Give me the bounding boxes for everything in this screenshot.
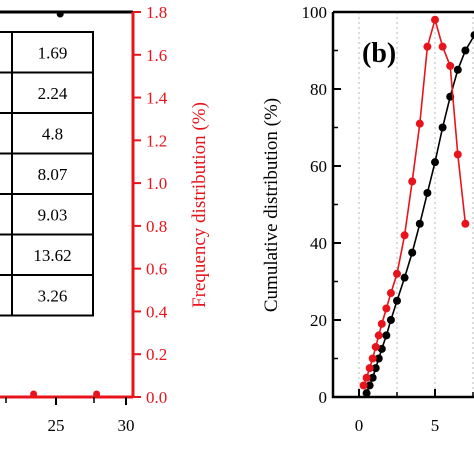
red-series bbox=[359, 15, 470, 390]
data-point bbox=[423, 42, 432, 51]
data-point bbox=[386, 289, 395, 298]
red-data-point bbox=[93, 390, 101, 398]
table-cell: 1.69 bbox=[38, 43, 68, 62]
x-tick-label: 25 bbox=[48, 416, 65, 435]
data-point bbox=[362, 373, 371, 382]
black-series bbox=[362, 31, 474, 398]
series-line bbox=[365, 34, 474, 394]
data-point bbox=[359, 381, 368, 390]
table-cell: 8.07 bbox=[38, 165, 68, 184]
data-point bbox=[461, 219, 470, 228]
data-point bbox=[431, 15, 439, 24]
series-line bbox=[362, 16, 467, 386]
right-y-tick-label: 0.4 bbox=[146, 302, 168, 321]
data-point bbox=[371, 342, 380, 351]
table-cell: 13.62 bbox=[33, 246, 71, 265]
data-point bbox=[408, 248, 417, 257]
data-table: 1.69 2.24 4.8 8.07 9.03 13.62 3.26 bbox=[0, 31, 94, 317]
right-y-tick-label: 0.0 bbox=[146, 388, 167, 407]
y-tick-label: 20 bbox=[310, 311, 327, 330]
panel-a: 1.69 2.24 4.8 8.07 9.03 13.62 3.26 25 30 0.0 0.2… bbox=[0, 3, 210, 435]
panel-b-y-ticks: 0 20 40 60 80 100 bbox=[302, 3, 341, 407]
panel-b-label: (b) bbox=[362, 38, 396, 69]
right-y-tick-label: 1.4 bbox=[146, 89, 168, 108]
data-point bbox=[400, 273, 409, 282]
panel-a-x-ticks: 25 30 bbox=[5, 397, 135, 435]
data-point bbox=[453, 150, 462, 159]
table-border bbox=[0, 31, 94, 317]
panel-a-points bbox=[30, 10, 101, 398]
y-tick-label: 0 bbox=[319, 388, 328, 407]
data-point bbox=[362, 389, 371, 398]
y-tick-label: 80 bbox=[310, 80, 327, 99]
right-y-tick-label: 0.6 bbox=[146, 260, 167, 279]
table-cell: 3.26 bbox=[38, 286, 68, 305]
panel-a-right-axis-title: Frequency distribution (%) bbox=[189, 102, 210, 308]
data-point bbox=[446, 61, 455, 70]
data-point bbox=[365, 364, 374, 373]
data-point bbox=[386, 316, 395, 324]
data-point bbox=[438, 42, 447, 51]
x-tick-label: 5 bbox=[431, 416, 440, 435]
data-point bbox=[431, 158, 439, 167]
data-point bbox=[377, 344, 386, 353]
panel-b-series bbox=[359, 15, 474, 398]
red-data-point bbox=[30, 390, 38, 398]
data-point bbox=[374, 354, 383, 363]
panel-b-y-axis-title: Cumulative distribution (%) bbox=[261, 98, 282, 312]
panel-a-right-y-ticks: 0.0 0.2 0.4 0.6 0.8 1.0 1.2 1.4 1.6 1.8 bbox=[133, 3, 168, 407]
data-point bbox=[365, 381, 374, 390]
data-point bbox=[461, 46, 470, 55]
panel-b-grid bbox=[358, 12, 474, 397]
y-tick-label: 40 bbox=[310, 234, 327, 253]
right-y-tick-label: 1.0 bbox=[146, 174, 167, 193]
table-cell: 9.03 bbox=[38, 205, 68, 224]
data-point bbox=[415, 119, 424, 128]
data-point bbox=[438, 123, 447, 132]
x-tick-label: 30 bbox=[118, 416, 135, 435]
right-y-tick-label: 0.2 bbox=[146, 345, 167, 364]
black-data-point bbox=[56, 10, 64, 18]
data-point bbox=[393, 296, 401, 305]
y-tick-label: 60 bbox=[310, 157, 327, 176]
data-point bbox=[377, 319, 386, 328]
right-y-tick-label: 1.8 bbox=[146, 3, 167, 22]
data-point bbox=[382, 304, 391, 313]
data-point bbox=[382, 331, 391, 340]
data-point bbox=[368, 354, 377, 363]
data-point bbox=[453, 65, 462, 74]
right-y-tick-label: 1.2 bbox=[146, 131, 167, 150]
data-point bbox=[400, 231, 409, 240]
data-point bbox=[415, 219, 424, 228]
y-tick-label: 100 bbox=[302, 3, 328, 22]
table-cell: 4.8 bbox=[42, 124, 63, 143]
data-point bbox=[393, 269, 401, 278]
data-point bbox=[368, 373, 377, 382]
table-cell: 2.24 bbox=[38, 84, 68, 103]
right-y-tick-label: 1.6 bbox=[146, 46, 167, 65]
data-point bbox=[408, 177, 417, 186]
data-point bbox=[423, 188, 432, 197]
data-point bbox=[374, 331, 383, 340]
right-y-tick-label: 0.8 bbox=[146, 217, 167, 236]
x-tick-label: 0 bbox=[355, 416, 364, 435]
data-point bbox=[371, 364, 380, 373]
data-point bbox=[470, 31, 474, 40]
